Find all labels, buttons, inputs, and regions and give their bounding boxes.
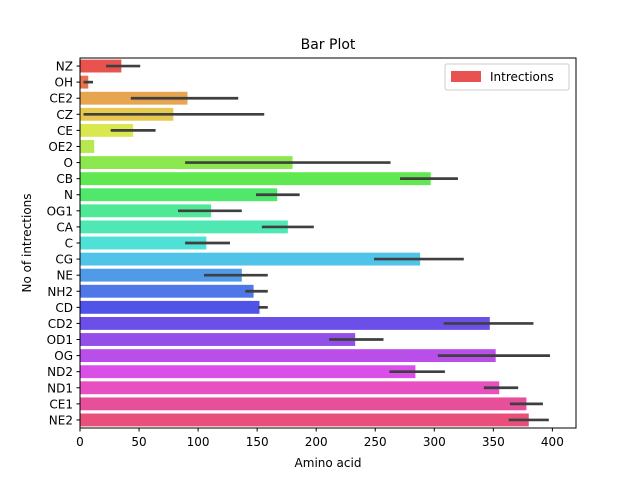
- x-tick-label: 100: [187, 435, 210, 449]
- legend-swatch: [451, 71, 481, 82]
- legend: Intrections: [444, 63, 570, 91]
- x-tick-label: 250: [364, 435, 387, 449]
- bar-og1: [80, 204, 212, 218]
- x-tick-label: 350: [482, 435, 505, 449]
- bar-cd: [80, 300, 260, 314]
- y-axis: NZ OH CE2 CZ CE OE2 O CB N OG1 CA C CG NE NH2 CD CD2 OD1 O…: [47, 60, 80, 427]
- x-tick-label: 0: [76, 435, 84, 449]
- y-tick-label: NZ: [56, 60, 73, 74]
- y-tick-label: CD: [55, 301, 73, 315]
- y-tick-label: CD2: [48, 317, 73, 331]
- bars-group: [80, 59, 529, 427]
- bar-nd1: [80, 381, 500, 395]
- bar-n: [80, 188, 278, 202]
- y-tick-label: ND1: [47, 381, 73, 395]
- bar-og: [80, 349, 496, 363]
- y-tick-label: ND2: [47, 365, 73, 379]
- y-tick-label: NE: [56, 269, 73, 283]
- x-tick-label: 200: [305, 435, 328, 449]
- y-tick-label: NE2: [49, 413, 73, 427]
- x-axis-label: Amino acid: [295, 456, 362, 470]
- y-axis-label: No of intrections: [20, 193, 34, 292]
- bar-cb: [80, 172, 431, 186]
- bar-nz: [80, 59, 122, 73]
- bar-c: [80, 236, 207, 250]
- y-tick-label: OG1: [47, 204, 73, 218]
- bar-ce: [80, 123, 134, 137]
- bar-cd2: [80, 317, 490, 330]
- bar-ce1: [80, 397, 527, 411]
- y-tick-label: CE2: [49, 92, 73, 106]
- bar-ne: [80, 268, 242, 282]
- y-tick-label: CA: [56, 220, 73, 234]
- legend-frame: [444, 63, 570, 91]
- y-tick-label: CG: [55, 253, 73, 267]
- y-tick-label: OD1: [47, 333, 73, 347]
- y-tick-label: O: [64, 156, 73, 170]
- bar-ne2: [80, 413, 529, 427]
- x-axis: 0 50 100 150 200 250 300 350 400: [76, 428, 564, 449]
- y-tick-label: CE: [57, 124, 73, 138]
- legend-label: Intrections: [490, 70, 554, 84]
- y-tick-label: CE1: [49, 397, 73, 411]
- y-tick-label: OE2: [48, 140, 73, 154]
- y-tick-label: CB: [56, 172, 73, 186]
- bar-ca: [80, 220, 288, 234]
- y-tick-label: CZ: [56, 108, 73, 122]
- x-tick-label: 150: [246, 435, 269, 449]
- bar-od1: [80, 333, 356, 346]
- y-tick-label: OG: [54, 349, 73, 363]
- y-tick-label: OH: [55, 76, 73, 90]
- y-tick-label: N: [64, 188, 73, 202]
- bar-nh2: [80, 284, 254, 298]
- bar-cg: [80, 252, 421, 266]
- bar-oe2: [80, 140, 95, 153]
- chart-title: Bar Plot: [301, 37, 356, 53]
- bar-nd2: [80, 365, 416, 379]
- x-tick-label: 50: [131, 435, 146, 449]
- x-tick-label: 300: [423, 435, 446, 449]
- x-tick-label: 400: [541, 435, 564, 449]
- y-tick-label: C: [65, 237, 73, 251]
- error-bars-group: [83, 64, 551, 422]
- y-tick-label: NH2: [47, 285, 73, 299]
